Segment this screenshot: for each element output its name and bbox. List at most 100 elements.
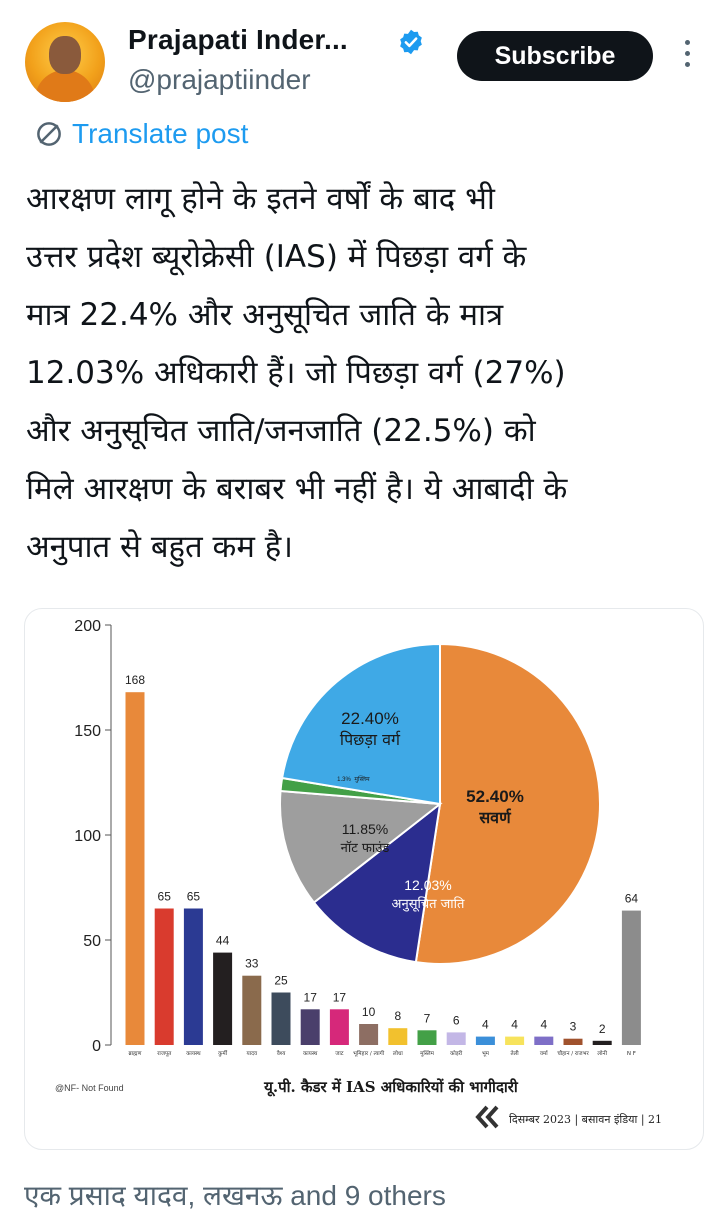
chart-caption: यू.पी. कैडर में IAS अधिकारियों की भागीदा… [263,1078,519,1097]
y-tick-label: 200 [74,618,101,635]
avatar-face-shape [49,36,81,74]
bar-category-label: भूमिहार / त्यागी [353,1050,385,1057]
bar [505,1036,525,1045]
translate-label: Translate post [72,118,249,149]
pie-value-label: 11.85% [342,821,388,837]
bar [446,1032,466,1045]
ias-chart: 0 50 100 150 200 168 ब्राह्मण 65 राजपूत 65 कायस्थ… [55,618,662,1129]
pie-value-label: 1.3% [337,777,351,783]
bar-value-label: 4 [511,1018,518,1032]
bar-category-label: कायस्थ [303,1051,318,1057]
pie-value-label: 52.40% [466,787,524,806]
subscribe-button[interactable]: Subscribe [457,31,653,81]
bar-category-label: जाट [335,1051,344,1057]
bar-category-label: चौहान / राजभर [557,1050,589,1057]
bar-value-label: 8 [394,1009,401,1023]
bar-value-label: 3 [570,1020,577,1034]
post-line: 12.03% अधिकारी हैं। जो पिछड़ा वर्ग (27%) [26,355,566,391]
bar [271,992,291,1045]
pie-value-label: 12.03% [404,877,451,893]
bar-category-label: लोनी [597,1050,607,1057]
author-handle[interactable]: @prajaptiinder [128,64,311,95]
bar-value-label: 4 [540,1018,547,1032]
bar-value-label: 7 [424,1011,431,1025]
bar-value-label: 10 [362,1005,376,1019]
bar [621,910,641,1045]
pie-category-label: पिछड़ा वर्ग [340,730,401,749]
reposted-by-row[interactable]: एक प्रसाद यादव, लखनऊ and 9 others [24,1180,446,1211]
chevron-mark-icon [475,1105,499,1129]
bar-category-label: ब्राह्मण [129,1051,143,1057]
bar-category-label: कुर्मी [218,1050,228,1057]
chart-credit: दिसम्बर 2023 | बसावन इंडिया | 21 [509,1113,662,1127]
pie-category-label: मुस्लिम [354,775,370,783]
more-dots-icon[interactable] [680,40,694,76]
bar-category-label: मुस्लिम [420,1050,435,1057]
bar-category-label: राजपूत [157,1051,172,1057]
bar-value-label: 6 [453,1013,460,1027]
bar-chart-bars: 168ब्राह्मण65राजपूत65कायस्थ44कुर्मी33याद… [125,673,641,1057]
bar [300,1009,320,1045]
post-line: और अनुसूचित जाति/जनजाति (22.5%) को [26,413,536,449]
translate-globe-icon [37,122,61,146]
bar [534,1036,554,1045]
pie-slice [280,642,441,806]
bar-value-label: 17 [333,990,347,1004]
bar [242,975,262,1045]
pie-slice [312,801,442,964]
bar-value-label: 44 [216,934,230,948]
pie-chart: 52.40% सवर्ण 12.03% अनुसूचित जाति 11.85% नॉट … [279,642,601,965]
y-tick-label: 150 [74,723,101,740]
bar-category-label: कोइरी [450,1050,463,1057]
pie-category-label: सवर्ण [478,808,512,827]
bar-category-label: N F [627,1051,636,1057]
bar-value-label: 64 [625,892,639,906]
post-line: मात्र 22.4% और अनुसूचित जाति के मात्र [26,297,504,333]
bar-chart-axis: 0 50 100 150 200 [74,618,112,1055]
bar [154,908,174,1045]
bar [475,1036,495,1045]
author-name[interactable]: Prajapati Inder... [128,24,348,55]
bar-category-label: लोधा [393,1050,404,1057]
bar-value-label: 17 [304,990,318,1004]
bar-category-label: तेली [510,1050,519,1057]
pie-value-label: 22.40% [341,709,399,728]
chart-footnote: @NF- Not Found [55,1083,124,1093]
bar [592,1040,612,1045]
avatar-body-shape [35,70,95,102]
verified-badge-icon [400,29,422,55]
y-tick-label: 50 [83,933,101,950]
post-line: अनुपात से बहुत कम है। [26,529,293,565]
post-line: उत्तर प्रदेश ब्यूरोक्रेसी (IAS) में पिछड… [26,239,527,275]
post-text: आरक्षण लागू होने के इतने वर्षों के बाद भ… [26,170,706,576]
bar-value-label: 2 [599,1022,606,1036]
bar-value-label: 25 [274,974,288,988]
bar-value-label: 33 [245,957,259,971]
bar [388,1028,408,1045]
bar-category-label: वैश्य [277,1050,286,1057]
bar [183,908,203,1045]
pie-slice [414,642,601,965]
y-tick-label: 0 [92,1038,101,1055]
translate-post-link[interactable]: Translate post [34,116,248,152]
post-line: मिले आरक्षण के बराबर भी नहीं है। ये आबाद… [26,471,568,507]
bar [359,1024,379,1045]
bar-category-label: वर्मा [540,1050,549,1057]
bar [563,1038,583,1045]
bar-category-label: यादव [247,1051,259,1057]
post-line: आरक्षण लागू होने के इतने वर्षों के बाद भ… [26,181,495,217]
bar-value-label: 4 [482,1018,489,1032]
pie-category-label: अनुसूचित जाति [392,896,465,912]
bar [329,1009,349,1045]
bar [125,692,145,1045]
y-tick-label: 100 [74,828,101,845]
bar [417,1030,437,1045]
bar-category-label: भूम [482,1051,490,1057]
bar-value-label: 168 [125,673,145,687]
avatar[interactable] [25,22,105,102]
bar-value-label: 65 [158,890,172,904]
pie-slice [279,789,443,904]
bar-value-label: 65 [187,890,201,904]
post-media-image[interactable]: 0 50 100 150 200 168 ब्राह्मण 65 राजपूत 65 कायस्थ… [24,608,704,1150]
bar [213,952,233,1045]
